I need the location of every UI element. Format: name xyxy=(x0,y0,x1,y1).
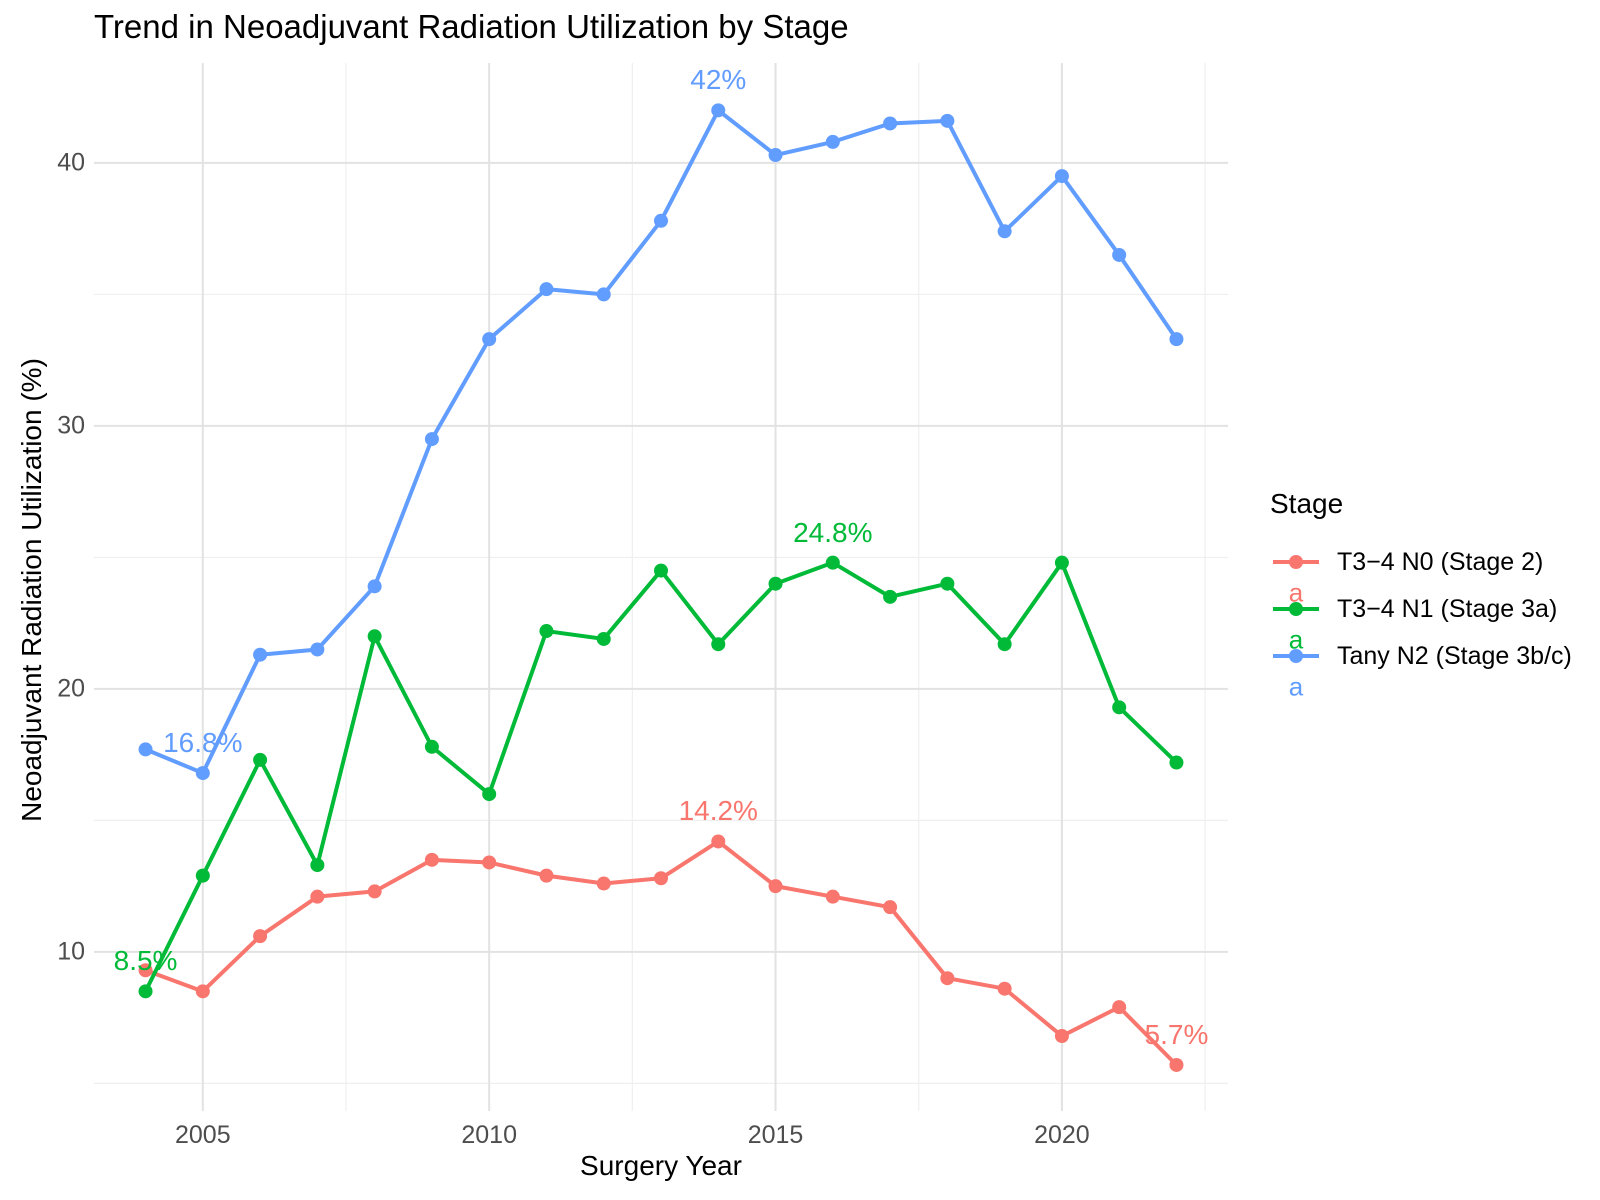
data-label: 14.2% xyxy=(678,795,758,827)
legend-key-line-dot xyxy=(1273,602,1319,616)
data-label: 5.7% xyxy=(1144,1018,1209,1050)
data-label: 42% xyxy=(690,64,747,96)
chart-title: Trend in Neoadjuvant Radiation Utilizati… xyxy=(94,8,849,45)
legend-key-line-dot xyxy=(1273,649,1319,663)
x-tick-label: 2020 xyxy=(1034,1121,1090,1149)
x-tick-label: 2005 xyxy=(175,1121,231,1149)
legend-title: Stage xyxy=(1270,488,1344,519)
y-tick-label: 10 xyxy=(57,937,85,966)
x-tick-label: 2010 xyxy=(461,1121,517,1149)
legend-label: T3−4 N0 (Stage 2) xyxy=(1337,547,1544,576)
legend-item-stage3bc: Tany N2 (Stage 3b/c) xyxy=(1273,641,1572,670)
legend: Stage T3−4 N0 (Stage 2) T3−4 N1 (Stage 3… xyxy=(1240,480,1590,720)
y-tick-label: 20 xyxy=(57,674,85,703)
data-label: 24.8% xyxy=(793,516,873,548)
data-label: 16.8% xyxy=(163,727,243,759)
y-tick-label: 40 xyxy=(57,148,85,177)
y-tick-label: 30 xyxy=(57,411,85,440)
x-axis-title: Surgery Year xyxy=(580,1150,742,1181)
x-tick-label: 2015 xyxy=(747,1121,804,1149)
legend-text-key-a: a xyxy=(1288,671,1304,702)
legend-text-key-a: a xyxy=(1288,624,1304,655)
data-label: 8.5% xyxy=(113,945,178,977)
legend-label: T3−4 N1 (Stage 3a) xyxy=(1337,594,1558,623)
legend-label: Tany N2 (Stage 3b/c) xyxy=(1337,641,1572,670)
legend-item-stage2: T3−4 N0 (Stage 2) xyxy=(1273,547,1544,576)
legend-text-key-a: a xyxy=(1288,577,1304,608)
legend-key-line-dot xyxy=(1273,555,1319,569)
legend-item-stage3a: T3−4 N1 (Stage 3a) xyxy=(1273,594,1558,623)
